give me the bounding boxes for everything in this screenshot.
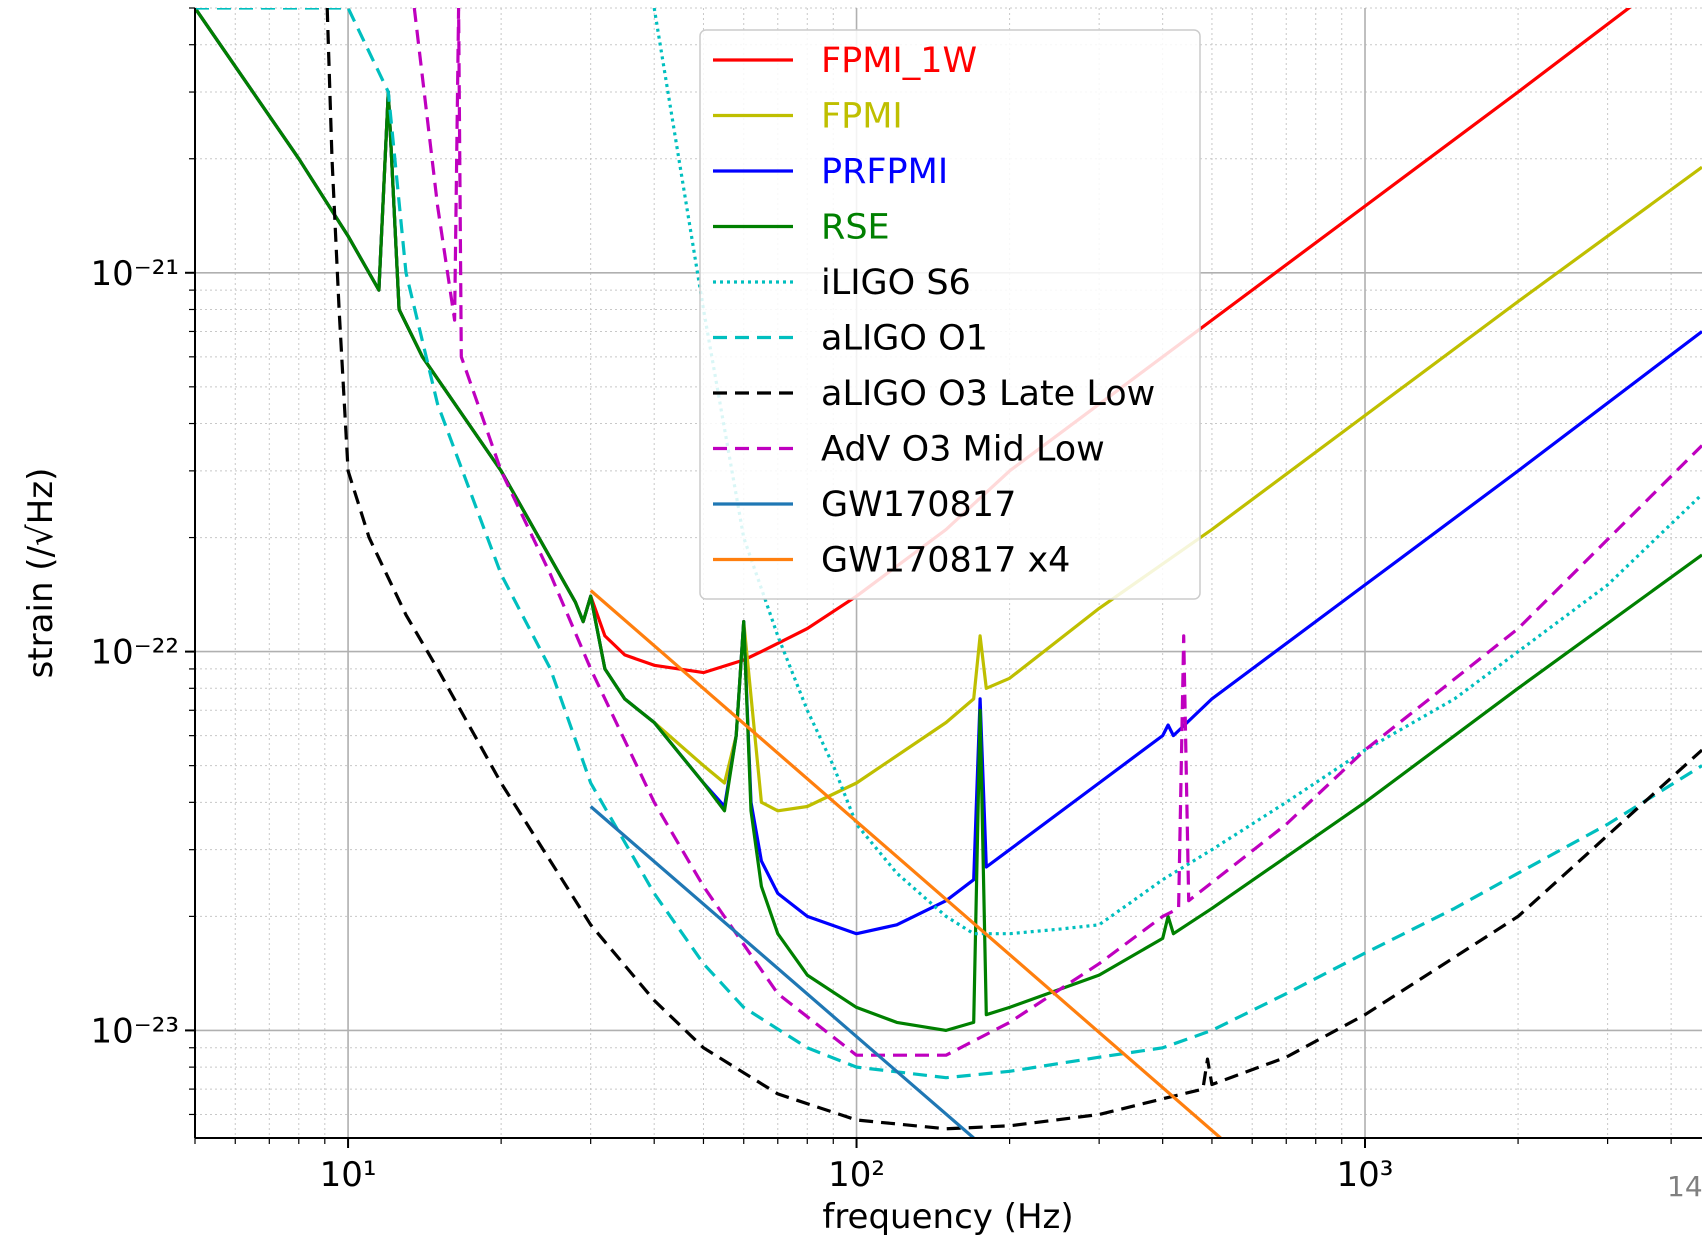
legend-entry-label: AdV O3 Mid Low xyxy=(821,430,1105,470)
axis-ticks: 10¹ 10² 10³ 10⁻²³ 10⁻²² 10⁻²¹ xyxy=(91,7,1672,1195)
legend-entry-label: iLIGO S6 xyxy=(821,263,971,303)
y-tick-label: 10⁻²² xyxy=(91,633,179,673)
x-axis-label: frequency (Hz) xyxy=(822,1197,1073,1237)
legend-entry-label: FPMI_1W xyxy=(821,41,977,81)
page-number: 14 xyxy=(1667,1170,1702,1203)
x-tick-label: 10² xyxy=(828,1155,885,1195)
series-line-rse xyxy=(195,8,1702,1033)
series-line-aligo-o1 xyxy=(195,8,1702,1080)
x-tick-label: 10¹ xyxy=(320,1155,377,1195)
legend-entry-label: GW170817 xyxy=(821,485,1016,525)
x-tick-label: 10³ xyxy=(1337,1155,1394,1195)
minor-grid xyxy=(194,7,1702,1138)
y-axis-label: strain (/√Hz) xyxy=(21,468,61,679)
legend: FPMI_1W FPMI PRFPMI RSE iLIGO S6 aLIGO O1 aLIG… xyxy=(699,29,1201,600)
legend-entry-label: FPMI xyxy=(821,97,903,137)
legend-entry-label: aLIGO O1 xyxy=(821,319,988,359)
legend-entry-label: RSE xyxy=(821,208,890,248)
series-line-gw170817-x4 xyxy=(589,589,1222,1138)
axes-frame xyxy=(194,8,1702,1139)
series-line-iligo-s6 xyxy=(652,8,1702,936)
series-line-gw170817 xyxy=(589,805,975,1138)
y-tick-label: 10⁻²¹ xyxy=(91,254,179,294)
legend-entry-label: aLIGO O3 Late Low xyxy=(821,374,1155,414)
legend-box xyxy=(699,29,1201,600)
legend-entry-label: PRFPMI xyxy=(821,152,948,192)
y-tick-label: 10⁻²³ xyxy=(91,1011,179,1051)
legend-entry-label: GW170817 x4 xyxy=(821,541,1070,581)
series-line-adv-o3-mid-low xyxy=(412,8,1702,1057)
